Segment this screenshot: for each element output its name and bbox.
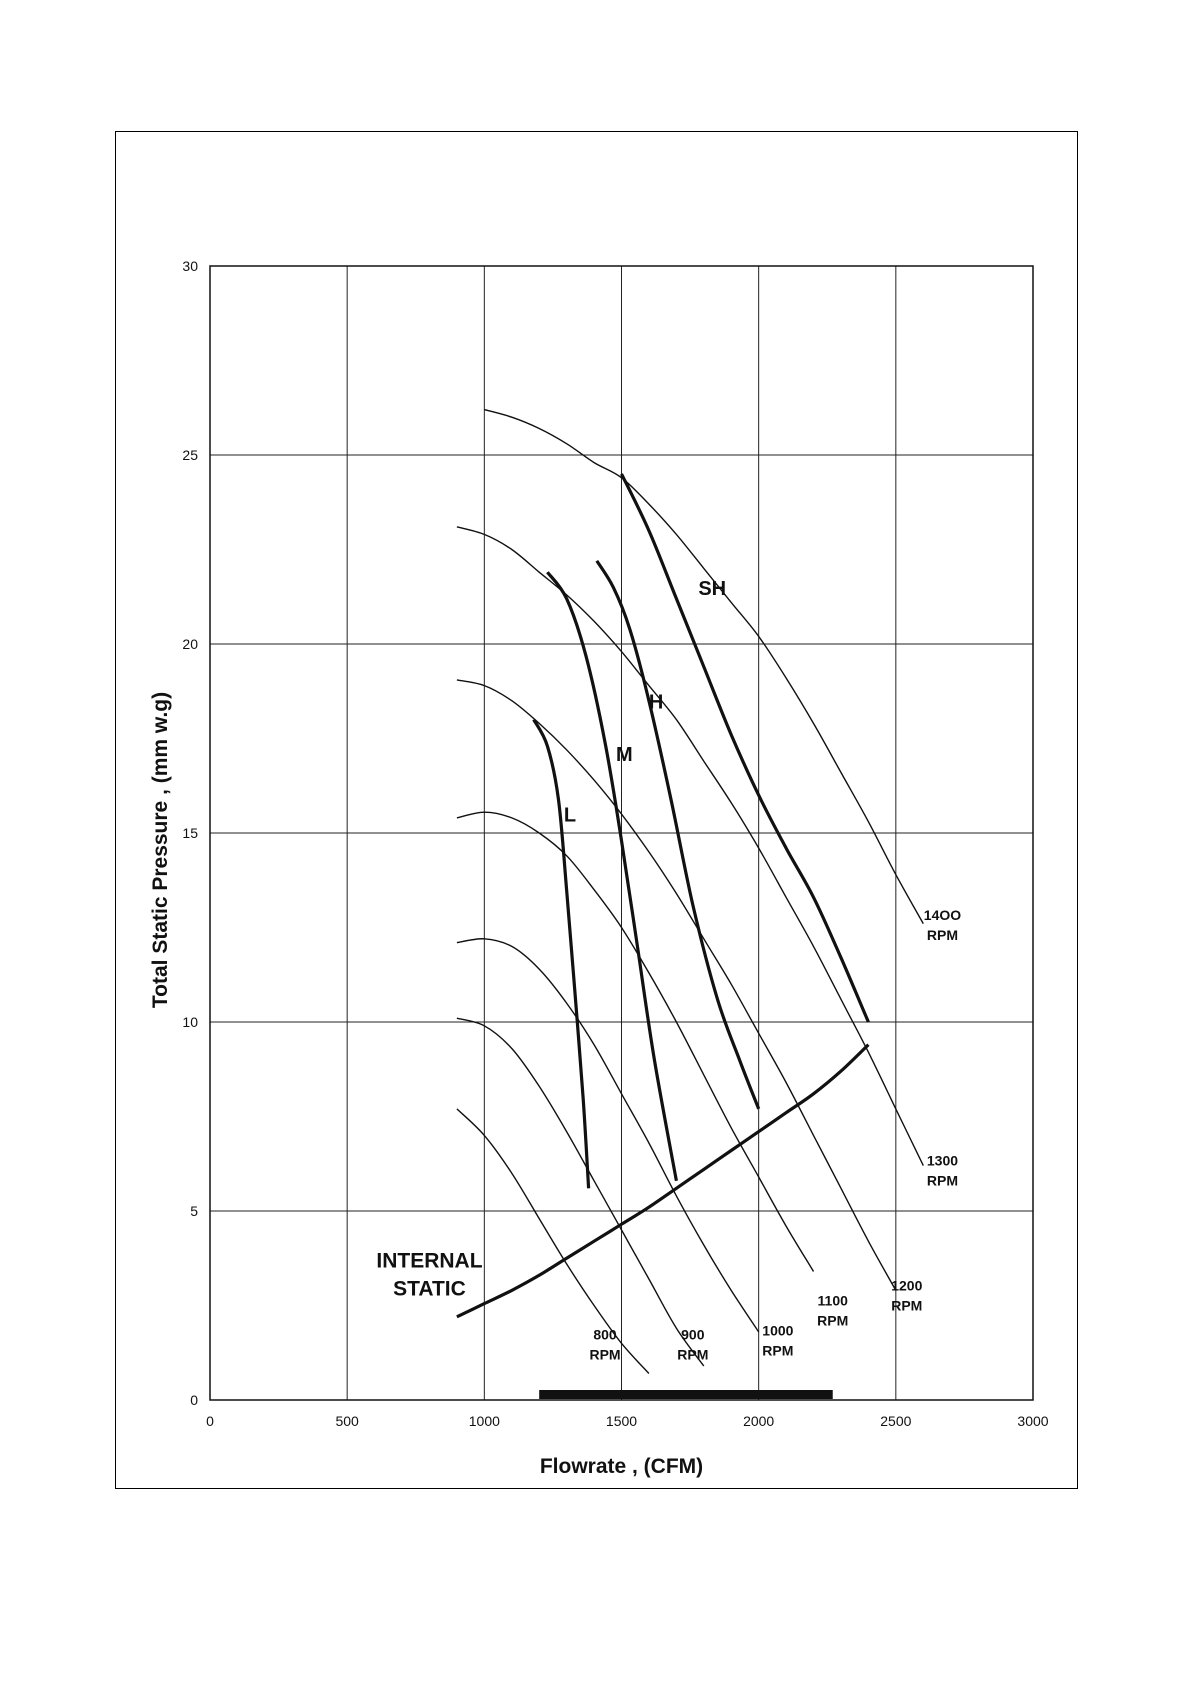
rpm-curve-line	[456, 811, 815, 1272]
rpm-curve-line	[456, 938, 760, 1333]
chart-frame	[115, 131, 1078, 1489]
y-tick-label: 10	[182, 1014, 198, 1030]
operating-range-bar	[539, 1390, 833, 1399]
grid-lines	[209, 265, 1034, 1401]
fan-speed-label: L	[564, 805, 576, 827]
rpm-curve-label: 14OO RPM	[924, 907, 961, 943]
x-tick-label: 1000	[469, 1413, 500, 1429]
rpm-curve-label: 900 RPM	[677, 1327, 708, 1363]
y-tick-label: 25	[182, 447, 198, 463]
x-tick-label: 2000	[743, 1413, 774, 1429]
y-tick-label: 15	[182, 825, 198, 841]
fan-speed-line	[620, 473, 870, 1023]
fan-speed-line	[532, 718, 591, 1189]
y-axis-title: Total Static Pressure , (mm w.g)	[149, 692, 172, 1008]
y-tick-label: 0	[190, 1392, 198, 1408]
rpm-curve-label: 1100 RPM	[817, 1293, 848, 1329]
rpm-curve-line	[456, 1017, 705, 1367]
fan-speed-line	[595, 559, 761, 1110]
plot-area-border	[209, 265, 1034, 1401]
fan-speed-label: M	[616, 744, 633, 766]
rpm-curve-label: 1300 RPM	[927, 1153, 958, 1189]
rpm-curve-line	[456, 679, 897, 1291]
y-tick-label: 20	[182, 636, 198, 652]
internal-static-curve	[456, 1043, 870, 1399]
rpm-curve-label: 1000 RPM	[762, 1323, 793, 1359]
x-tick-label: 500	[335, 1413, 359, 1429]
fan-speed-label: SH	[698, 578, 726, 600]
curve-labels: 800 RPM 900 RPM 1000 RPM 1100 RPM 1200 RPM 1300 RPM…	[376, 578, 961, 1363]
y-tick-label: 5	[190, 1203, 198, 1219]
x-axis-title: Flowrate , (CFM)	[540, 1455, 703, 1478]
rpm-curve-line	[456, 526, 924, 1166]
rpm-curve-line	[456, 1108, 650, 1374]
x-tick-label: 3000	[1017, 1413, 1048, 1429]
axis-ticks: 0 500 1000 1500 2000 2500 3000 0 5 10 15 20 25 30	[182, 258, 1048, 1429]
fan-speed-curves	[532, 473, 870, 1189]
x-tick-label: 0	[206, 1413, 214, 1429]
fan-speed-line	[546, 571, 678, 1182]
x-tick-label: 1500	[606, 1413, 637, 1429]
rpm-curve-line	[484, 408, 924, 925]
internal-static-label: INTERNAL STATIC	[376, 1250, 482, 1301]
fan-speed-label: H	[649, 691, 663, 713]
rpm-curve-label: 1200 RPM	[891, 1277, 922, 1313]
internal-static-line	[456, 1043, 870, 1319]
rpm-curve-label: 800 RPM	[589, 1327, 620, 1363]
rpm-curves	[456, 408, 924, 1374]
y-tick-label: 30	[182, 258, 198, 274]
x-tick-label: 2500	[880, 1413, 911, 1429]
